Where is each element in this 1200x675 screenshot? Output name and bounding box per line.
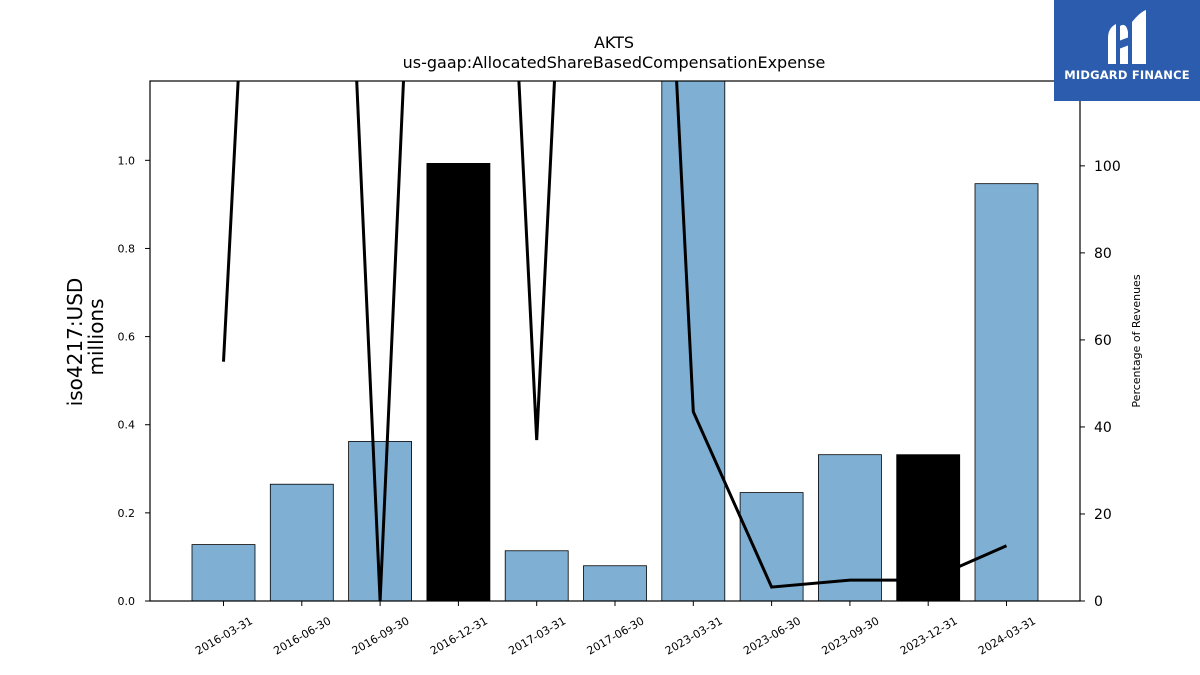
bar-2017-03-31 [504,550,569,601]
chart-title: AKTS [594,33,634,52]
bar-2016-03-31 [191,544,256,601]
bar-2017-06-30 [583,565,647,601]
x-tick-label: 2016-12-31 [428,614,490,657]
bar-2023-09-30 [818,454,882,601]
bar-2023-06-30 [739,492,804,601]
x-tick-label: 2017-03-31 [506,614,568,657]
bar-2016-12-31 [426,163,491,601]
y2-tick-label: 20 [1094,507,1112,523]
y-axis-ticks: 0.0 0.2 0.4 0.6 0.8 1.0 [118,154,150,608]
logo-mark-icon [1108,10,1146,64]
y-tick-label: 0.6 [118,331,136,344]
x-tick-label: 2016-09-30 [350,614,412,657]
y2-tick-label: 60 [1094,333,1112,349]
y-tick-label: 0.8 [118,242,136,255]
y2-axis-ticks: 0 20 40 60 80 100 [1080,159,1121,610]
bar-2023-12-31 [896,454,961,601]
bar-2024-03-31 [974,183,1039,601]
x-tick-label: 2016-03-31 [193,614,255,657]
y-axis-label-line2: millions [84,298,108,375]
y-tick-label: 0.2 [118,507,136,520]
x-tick-label: 2023-09-30 [820,614,882,657]
chart-subtitle: us-gaap:AllocatedShareBasedCompensationE… [403,53,826,72]
y-tick-label: 1.0 [118,154,136,167]
y2-tick-label: 40 [1094,420,1112,436]
x-tick-label: 2017-06-30 [585,614,647,657]
x-tick-label: 2023-06-30 [741,614,803,657]
y-axis-label-line1: iso4217:USD [63,278,87,407]
x-tick-label: 2023-12-31 [898,614,960,657]
y-tick-label: 0.4 [118,419,136,432]
logo-text: MIDGARD FINANCE [1064,68,1190,82]
x-tick-label: 2023-03-31 [663,614,725,657]
brand-logo: MIDGARD FINANCE [1054,0,1200,101]
y2-axis-label: Percentage of Revenues [1130,274,1143,407]
y2-tick-label: 0 [1094,594,1103,610]
line-layer [222,81,1008,601]
bar-2016-06-30 [269,483,334,601]
percentage-line [222,81,1008,601]
bar-2023-03-31 [661,81,726,601]
x-axis-ticks: 2016-03-31 2016-06-30 2016-09-30 2016-12-31… [193,601,1038,658]
y2-tick-label: 100 [1094,159,1121,175]
y2-tick-label: 80 [1094,246,1112,262]
x-tick-label: 2024-03-31 [976,614,1038,657]
bar-group [191,81,1039,601]
y-tick-label: 0.0 [118,595,136,608]
x-tick-label: 2016-06-30 [271,614,333,657]
